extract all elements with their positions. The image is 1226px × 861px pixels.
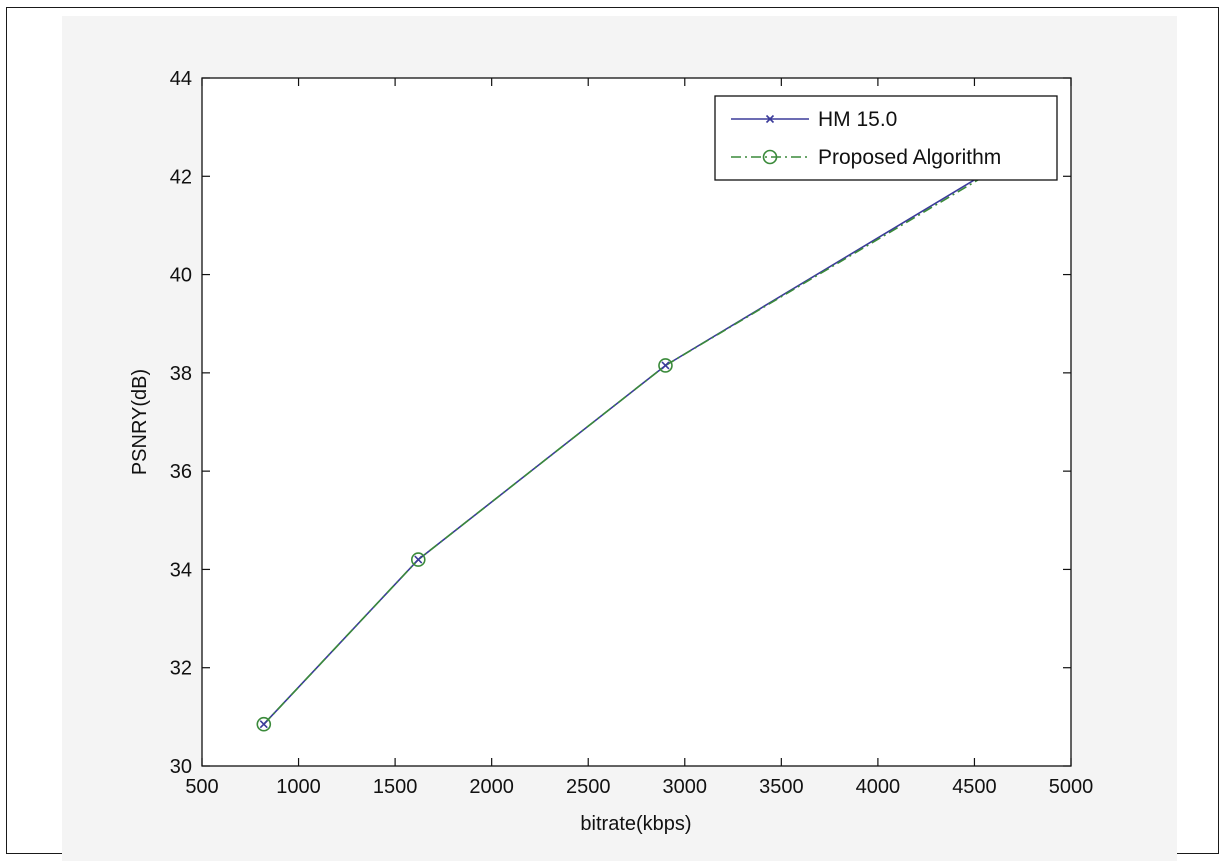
data-point-proposed: [410, 552, 426, 567]
x-axis-title: bitrate(kbps): [580, 813, 691, 835]
y-tick-label: 30: [170, 756, 192, 778]
x-tick-label: 4500: [952, 776, 997, 798]
legend: HM 15.0 Proposed Algorithm: [714, 95, 1058, 181]
x-tick-label: 4000: [856, 776, 901, 798]
y-tick-label: 44: [170, 68, 192, 90]
y-tick-label: 34: [170, 559, 192, 581]
data-point-hm: [414, 555, 423, 564]
legend-marker-hm: [765, 114, 775, 124]
y-tick-label: 32: [170, 658, 192, 680]
legend-symbol-hm: [765, 114, 775, 124]
plot-border: [201, 77, 1072, 767]
x-tick-label: 1500: [373, 776, 418, 798]
y-tick-label: 38: [170, 363, 192, 385]
y-axis-title: PSNRY(dB): [129, 369, 151, 475]
legend-label-hm: HM 15.0: [818, 108, 897, 131]
data-point-proposed: [256, 716, 272, 732]
x-tick-label: 500: [185, 776, 218, 798]
x-tick-label: 1000: [276, 776, 321, 798]
y-tick-label: 36: [170, 461, 192, 483]
x-tick-label: 2000: [469, 776, 514, 798]
y-tick-label: 40: [170, 265, 192, 287]
legend-label-proposed: Proposed Algorithm: [818, 146, 1001, 169]
plot-area: [202, 78, 1071, 766]
y-tick-label: 42: [170, 166, 192, 188]
x-tick-label: 5000: [1049, 776, 1094, 798]
x-tick-label: 3500: [759, 776, 804, 798]
x-tick-label: 2500: [566, 776, 611, 798]
data-point-hm: [661, 361, 670, 370]
series-line-proposed: [263, 158, 1014, 725]
legend-marker-proposed: [762, 149, 778, 165]
legend-symbol-proposed: [762, 149, 778, 165]
x-tick-label: 3000: [663, 776, 708, 798]
legend-box: [714, 95, 1058, 181]
data-point-proposed: [658, 358, 673, 373]
data-point-hm: [259, 720, 268, 729]
